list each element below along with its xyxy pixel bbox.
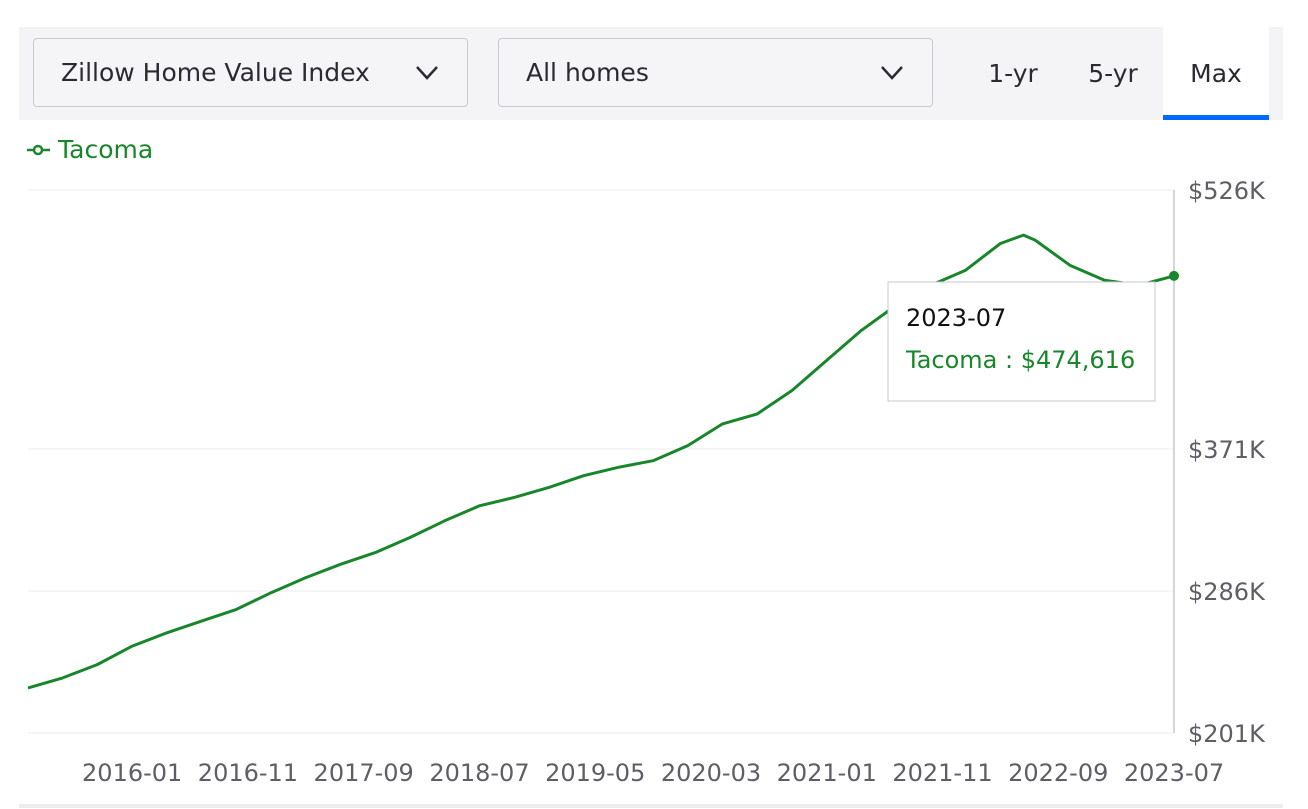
x-tick-label: 2023-07 [1124,759,1224,787]
x-tick-label: 2018-07 [429,759,529,787]
legend-marker [32,144,44,156]
x-tick-label: 2022-09 [1008,759,1108,787]
home-type-dropdown[interactable]: All homes [498,38,933,107]
active-point [1169,270,1179,281]
x-tick-label: 2019-05 [545,759,645,787]
tooltip-title: 2023-07 [906,304,1006,332]
x-tick-label: 2020-03 [661,759,761,787]
x-tick-label: 2021-01 [777,759,877,787]
x-tick-label: 2017-09 [314,759,414,787]
y-tick-label: $201K [1188,720,1266,748]
range-tab[interactable]: 5-yr [1088,59,1138,88]
y-tick-label: $371K [1188,436,1266,464]
series-line [27,233,1175,690]
range-tab[interactable]: 1-yr [988,59,1038,88]
x-tick-label: 2016-11 [198,759,298,787]
tooltip-box [887,281,1156,402]
metric-dropdown[interactable]: Zillow Home Value Index [33,38,468,107]
chevron [881,66,903,80]
legend-label: Tacoma [57,135,153,164]
x-tick-label: 2016-01 [82,759,182,787]
tooltip-text: Tacoma : $474,616 [905,346,1135,374]
range-tab[interactable]: Max [1163,27,1269,120]
chevron [416,66,438,80]
home-type-text: All homes [526,58,649,87]
toolbar: Zillow Home Value Index All homes 1-yr 5-… [19,27,1283,120]
x-tick-label: 2021-11 [892,759,992,787]
y-tick-label: $286K [1188,578,1266,606]
y-tick-label: $526K [1188,177,1266,205]
metric-text: Zillow Home Value Index [61,58,370,87]
